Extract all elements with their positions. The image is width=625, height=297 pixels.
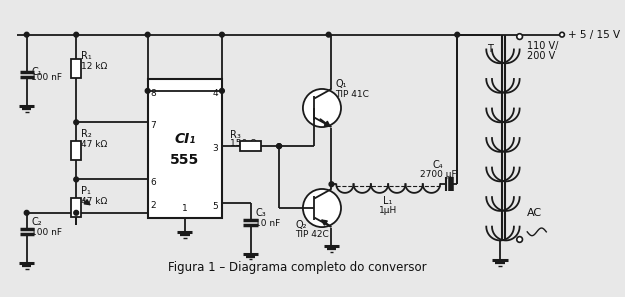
Bar — [71, 59, 81, 78]
Circle shape — [74, 32, 79, 37]
Circle shape — [74, 177, 79, 182]
Text: 6: 6 — [151, 178, 156, 187]
Text: 12 kΩ: 12 kΩ — [81, 61, 107, 71]
Text: + 5 / 15 V: + 5 / 15 V — [568, 30, 620, 40]
Circle shape — [219, 89, 224, 93]
Circle shape — [303, 189, 341, 227]
Text: 5: 5 — [213, 202, 218, 211]
Circle shape — [74, 120, 79, 125]
Circle shape — [329, 182, 334, 187]
Text: CI₁: CI₁ — [174, 132, 196, 146]
Text: 3: 3 — [213, 144, 218, 154]
Circle shape — [326, 32, 331, 37]
Text: C₁: C₁ — [31, 67, 42, 77]
Text: 150 Ω: 150 Ω — [229, 139, 256, 148]
Circle shape — [219, 32, 224, 37]
Text: 110 V/: 110 V/ — [528, 41, 559, 51]
Text: Q₂: Q₂ — [295, 220, 307, 230]
Text: Figura 1 – Diagrama completo do conversor: Figura 1 – Diagrama completo do converso… — [168, 260, 426, 274]
Circle shape — [24, 210, 29, 215]
Text: 4: 4 — [213, 89, 218, 98]
Text: 47 kΩ: 47 kΩ — [81, 197, 107, 206]
Text: 1: 1 — [182, 203, 188, 213]
Text: 10 nF: 10 nF — [255, 219, 281, 228]
Text: 555: 555 — [170, 153, 199, 167]
Text: Q₁: Q₁ — [335, 79, 347, 89]
Bar — [148, 79, 222, 218]
Text: 2: 2 — [151, 201, 156, 210]
Text: C₂: C₂ — [31, 217, 42, 227]
Text: 2700 µF: 2700 µF — [420, 170, 456, 179]
Bar — [71, 198, 81, 217]
Circle shape — [145, 32, 150, 37]
Circle shape — [559, 32, 564, 37]
Text: 100 nF: 100 nF — [31, 73, 62, 82]
Circle shape — [145, 89, 150, 93]
Circle shape — [24, 32, 29, 37]
Text: 47 kΩ: 47 kΩ — [81, 140, 107, 149]
Text: R₃: R₃ — [229, 130, 241, 140]
Text: TIP 42C: TIP 42C — [295, 230, 329, 239]
Circle shape — [303, 89, 341, 127]
Text: 7: 7 — [151, 121, 156, 130]
Circle shape — [455, 32, 459, 37]
Circle shape — [517, 237, 522, 242]
Text: C₄: C₄ — [433, 160, 444, 170]
Text: R₂: R₂ — [81, 129, 92, 139]
Text: 100 nF: 100 nF — [31, 228, 62, 237]
Circle shape — [74, 210, 79, 215]
Text: AC: AC — [528, 208, 542, 218]
Bar — [240, 141, 261, 151]
Text: TIP 41C: TIP 41C — [335, 90, 369, 99]
Bar — [71, 141, 81, 160]
Text: L₁: L₁ — [384, 196, 393, 206]
Text: 8: 8 — [151, 89, 156, 98]
Text: C₃: C₃ — [255, 208, 266, 218]
Text: T: T — [487, 45, 492, 54]
Circle shape — [517, 34, 522, 40]
Text: 200 V: 200 V — [528, 50, 556, 61]
Text: R₁: R₁ — [81, 50, 92, 61]
Circle shape — [277, 144, 281, 148]
Circle shape — [277, 144, 281, 148]
Text: P₁: P₁ — [81, 186, 91, 196]
Text: 1µH: 1µH — [379, 206, 398, 215]
